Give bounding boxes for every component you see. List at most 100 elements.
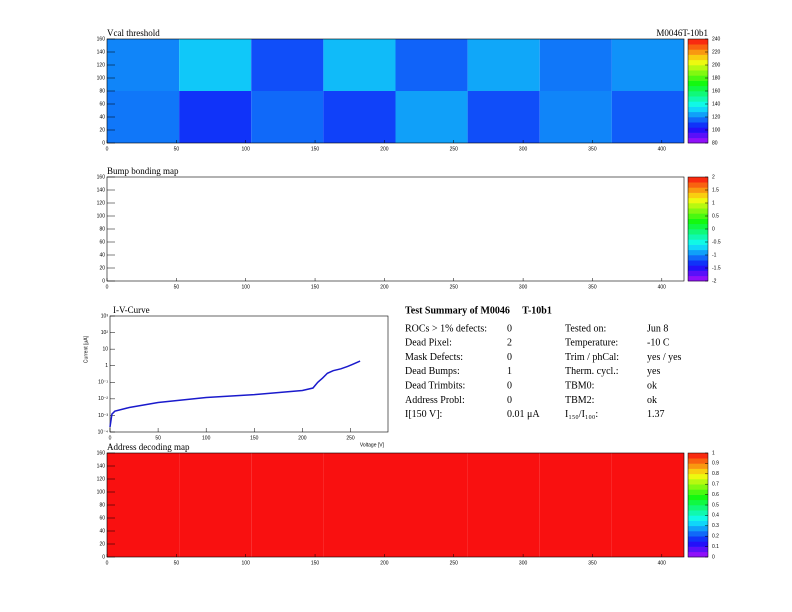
heat-cell — [467, 39, 540, 91]
y-tick-label: 20 — [99, 541, 105, 547]
colorbar-step — [688, 244, 708, 251]
colorbar-step — [688, 468, 708, 475]
y-tick-label: 0 — [102, 278, 105, 284]
y-tick-label: 40 — [99, 252, 105, 258]
x-tick-label: 200 — [380, 146, 389, 152]
x-tick-label: 400 — [658, 284, 667, 290]
heat-cell — [323, 453, 396, 505]
heat-cell — [539, 453, 612, 505]
z-tick-label: 180 — [712, 75, 721, 81]
x-tick-label: 300 — [519, 284, 528, 290]
z-tick-label: 0.7 — [712, 482, 719, 488]
x-tick-label: 50 — [174, 146, 180, 152]
colorbar-step — [688, 541, 708, 547]
colorbar-step — [688, 213, 708, 219]
y-axis-label: Current [μA] — [83, 335, 89, 363]
colorbar-step — [688, 91, 708, 97]
y-tick-label: 10 — [102, 346, 108, 352]
heat-cell — [467, 91, 540, 143]
y-tick-label: 40 — [99, 528, 105, 534]
colorbar-step — [688, 458, 708, 464]
colorbar-step — [688, 54, 708, 61]
x-tick-label: 250 — [450, 146, 459, 152]
summary-value: yes — [647, 366, 660, 377]
y-tick-label: 120 — [97, 62, 106, 68]
colorbar-step — [688, 106, 708, 113]
z-tick-label: -2 — [712, 278, 717, 284]
colorbar-step — [688, 65, 708, 71]
colorbar-step — [688, 44, 708, 50]
heat-cell — [323, 505, 396, 557]
y-tick-label: 60 — [99, 515, 105, 521]
colorbar-step — [688, 59, 708, 66]
plot-title: Bump bonding map — [107, 166, 179, 176]
summary-label: Address Probl: — [405, 395, 465, 406]
colorbar-step — [688, 117, 708, 123]
x-tick-label: 200 — [380, 560, 389, 566]
y-tick-label: 140 — [97, 187, 106, 193]
colorbar-step — [688, 515, 708, 521]
heat-cell — [539, 39, 612, 91]
plot-title: Vcal threshold — [107, 28, 160, 38]
heat-cell — [251, 91, 324, 143]
y-tick-label: 100 — [97, 213, 106, 219]
colorbar-step — [688, 208, 708, 214]
x-tick-label: 300 — [519, 560, 528, 566]
colorbar-step — [688, 39, 708, 45]
heat-cell — [611, 505, 684, 557]
z-tick-label: 2 — [712, 174, 715, 180]
heat-cell — [251, 453, 324, 505]
summary-label: Therm. cycl.: — [565, 366, 619, 377]
z-tick-label: 1 — [712, 200, 715, 206]
z-tick-label: 0.5 — [712, 213, 719, 219]
x-tick-label: 50 — [174, 560, 180, 566]
heat-cell — [179, 91, 252, 143]
x-tick-label: 200 — [380, 284, 389, 290]
z-tick-label: 120 — [712, 114, 721, 120]
summary-value: 0 — [507, 352, 512, 363]
y-tick-label: 60 — [99, 239, 105, 245]
x-tick-label: 150 — [311, 284, 320, 290]
colorbar-step — [688, 70, 708, 76]
y-tick-label: 100 — [97, 75, 106, 81]
y-tick-label: 100 — [97, 489, 106, 495]
z-tick-label: -0.5 — [712, 239, 721, 245]
plot-area — [107, 177, 684, 281]
summary-title: Test Summary of M0046 T-10b1 — [405, 305, 552, 316]
summary-label: I[150 V]: — [405, 409, 442, 420]
heat-cell — [539, 505, 612, 557]
x-tick-label: 0 — [109, 435, 112, 441]
colorbar-step — [688, 111, 708, 118]
colorbar-step — [688, 101, 708, 107]
iv-curve — [109, 360, 361, 428]
heat-cell — [323, 91, 396, 143]
z-tick-label: 0.6 — [712, 492, 719, 498]
y-tick-label: 1 — [105, 363, 108, 369]
z-tick-label: 0.9 — [712, 461, 719, 467]
colorbar-step — [688, 85, 708, 92]
colorbar-step — [688, 96, 708, 102]
y-tick-label: 10⁻¹ — [98, 380, 108, 386]
summary-value: 2 — [507, 338, 512, 349]
heat-cell — [107, 453, 180, 505]
colorbar-step — [688, 197, 708, 204]
x-tick-label: 150 — [311, 560, 320, 566]
summary-label: Dead Pixel: — [405, 338, 452, 349]
colorbar-step — [688, 255, 708, 261]
y-tick-label: 0 — [102, 140, 105, 146]
colorbar-step — [688, 122, 708, 128]
z-tick-label: 240 — [712, 36, 721, 42]
heat-cell — [107, 39, 180, 91]
y-tick-label: 80 — [99, 226, 105, 232]
x-tick-label: 400 — [658, 146, 667, 152]
summary-value: 0 — [507, 380, 512, 391]
summary-value: ok — [647, 380, 657, 391]
heat-cell — [395, 91, 468, 143]
summary-value: 0.01 μA — [507, 409, 540, 420]
colorbar-step — [688, 127, 708, 133]
z-tick-label: 1 — [712, 450, 715, 456]
colorbar-step — [688, 234, 708, 240]
heat-cell — [395, 505, 468, 557]
colorbar-step — [688, 270, 708, 277]
y-tick-label: 10⁻⁴ — [98, 429, 108, 435]
